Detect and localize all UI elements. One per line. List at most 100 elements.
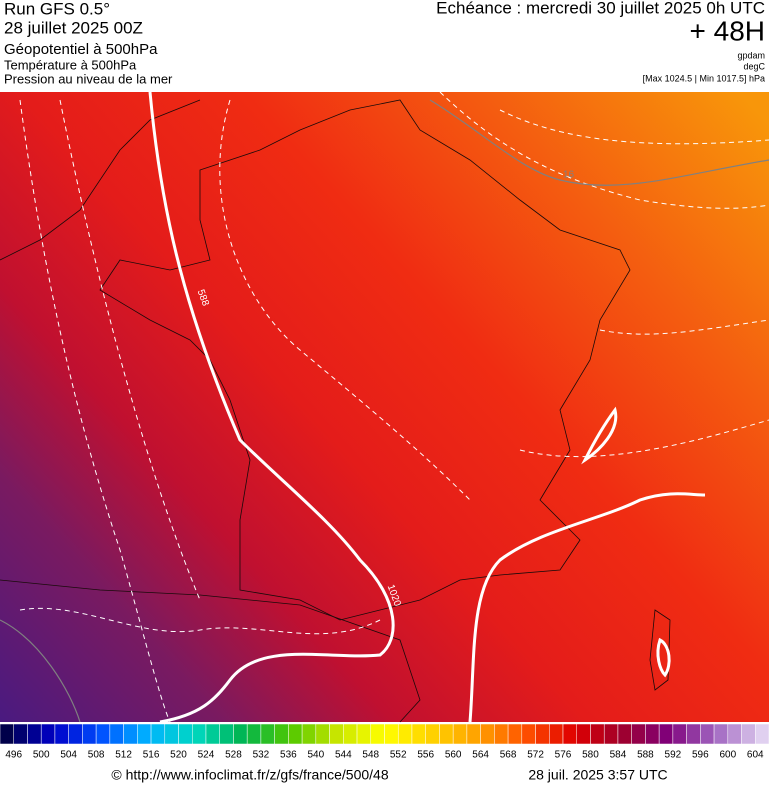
colorbar-label: 604 [747,750,764,761]
colorbar-swatch [562,723,578,745]
field-label: Pression au niveau de la mer [4,71,173,86]
colorbar-label: 580 [582,750,599,761]
colorbar-swatch [521,723,536,745]
colorbar-swatch [686,723,701,745]
colorbar-label: 572 [527,750,544,761]
colorbar-label: 548 [362,750,379,761]
colorbar-label: 584 [610,750,627,761]
colorbar-label: 544 [335,750,352,761]
colorbar-swatch [672,723,687,745]
colorbar-swatch [631,723,646,745]
colorbar-swatch [452,723,468,745]
colorbar-label: 500 [33,750,50,761]
colorbar-swatch [164,723,179,745]
colorbar-swatch [425,723,440,745]
colorbar-swatch [384,723,399,745]
colorbar-swatch [109,723,124,745]
colorbar-label: 508 [88,750,105,761]
colorbar-swatch [178,723,193,745]
colorbar-swatch [13,723,28,745]
colorbar-swatch [27,723,42,745]
colorbar-swatch [95,723,111,745]
colorbar-swatch [315,723,330,745]
colorbar-label: 532 [253,750,270,761]
colorbar-swatch [411,723,426,745]
colorbar-label: 524 [198,750,215,761]
colorbar-label: 556 [417,750,434,761]
colorbar-swatch [466,723,481,745]
colorbar-swatch [727,723,742,745]
colorbar-swatch [219,723,234,745]
colorbar-swatch [658,723,674,745]
colorbar-swatch [741,723,756,745]
colorbar-label: 520 [170,750,187,761]
colorbar-swatch [260,723,275,745]
colorbar-swatch [603,723,619,745]
colorbar-label: 512 [115,750,132,761]
colorbar-label: 588 [637,750,654,761]
colorbar-swatch [507,723,523,745]
colorbar-swatch [301,723,317,745]
valid-time: Echéance : mercredi 30 juillet 2025 0h U… [436,0,765,17]
colorbar-label: 576 [555,750,572,761]
colorbar-swatch [274,723,289,745]
colorbar-swatch [713,723,729,745]
colorbar-label: 536 [280,750,297,761]
field-label: Géopotentiel à 500hPa [4,41,158,58]
run-date: 28 juillet 2025 00Z [4,18,143,37]
colorbar-swatch [205,723,220,745]
colorbar-swatch [40,723,56,745]
colorbar-swatch [233,723,248,745]
colorbar-label: 516 [143,750,160,761]
colorbar-swatch [480,723,495,745]
colorbar-label: 592 [665,750,682,761]
colorbar-label: 552 [390,750,407,761]
field-label: Température à 500hPa [4,57,137,72]
colorbar-swatch [370,723,385,745]
colorbar: 496 500 504 508 512 516 520 524 528 532 536 540 544 5… [0,723,769,761]
colorbar-swatch [535,723,550,745]
temperature-contours [19,91,769,723]
colorbar-label: 540 [307,750,324,761]
colorbar-swatch [150,723,166,745]
colorbar-swatch [82,723,97,745]
colorbar-label: 600 [719,750,736,761]
colorbar-swatch [68,723,83,745]
pressure-range: [Max 1024.5 | Min 1017.5] hPa [643,73,765,83]
colorbar-label: 564 [472,750,489,761]
colorbar-swatch [137,723,152,745]
colorbar-swatch [246,723,262,745]
source: © http://www.infoclimat.fr/z/gfs/france/… [111,767,388,783]
timestamp: 28 juil. 2025 3:57 UTC [528,767,667,783]
pressure-contours [0,99,769,723]
colorbar-swatch [576,723,591,745]
colorbar-label: 568 [500,750,517,761]
colorbar-swatch [54,723,69,745]
colorbar-label: 596 [692,750,709,761]
unit: degC [743,61,765,71]
lead-time: + 48H [690,15,766,46]
colorbar-swatch [549,723,564,745]
geopotential-contours [148,91,706,724]
colorbar-swatch [192,723,207,745]
colorbar-label: 496 [5,750,22,761]
colorbar-swatch [356,723,372,745]
colorbar-label: 560 [445,750,462,761]
colorbar-label: 504 [60,750,77,761]
colorbar-swatch [439,723,454,745]
colorbar-swatch [397,723,413,745]
coastlines [0,99,671,723]
colorbar-swatch [755,723,769,745]
colorbar-swatch [494,723,509,745]
colorbar-swatch [700,723,715,745]
unit: gpdam [737,50,765,60]
colorbar-swatch [343,723,358,745]
colorbar-swatch [0,723,14,745]
colorbar-swatch [617,723,632,745]
colorbar-swatch [329,723,344,745]
contour-label: 16 [563,170,575,181]
colorbar-swatch [590,723,605,745]
run-title: Run GFS 0.5° [4,0,110,18]
